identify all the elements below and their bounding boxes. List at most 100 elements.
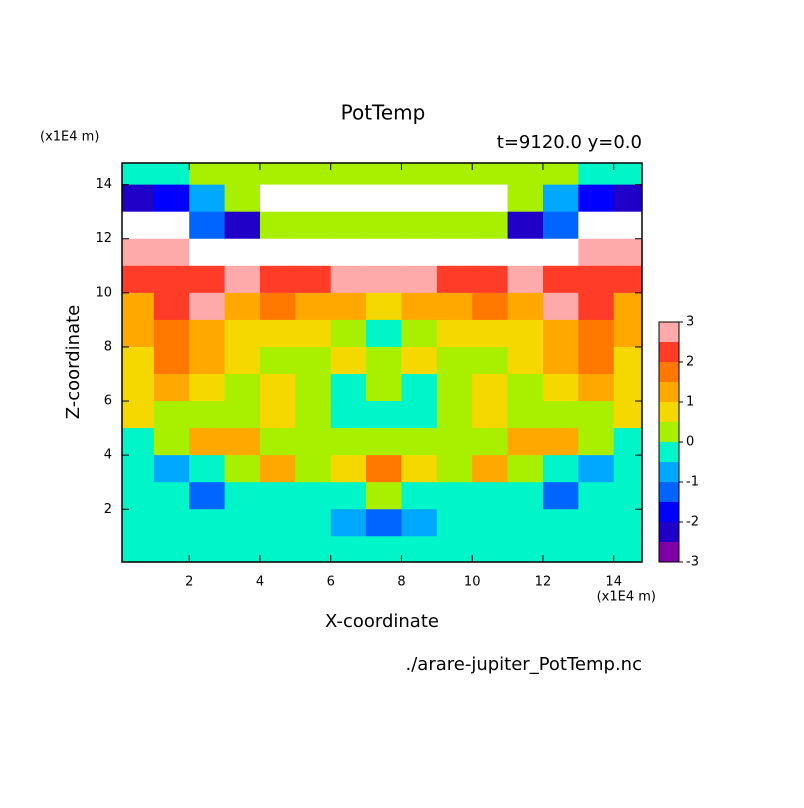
contour-cell [189, 319, 226, 348]
colorbar-tick-label: -1 [686, 475, 699, 490]
contour-cell [295, 373, 332, 402]
contour-cell [472, 509, 509, 537]
contour-cell [189, 509, 226, 537]
contour-cell [401, 265, 438, 294]
contour-cell [401, 455, 438, 483]
contour-cell [153, 292, 190, 321]
contour-cell [401, 163, 438, 186]
y-unit: (x1E4 m) [40, 130, 99, 145]
contour-cell [189, 184, 226, 213]
contour-cell [122, 346, 155, 375]
y-tick-label: 4 [104, 448, 112, 463]
contour-cell [295, 292, 332, 321]
contour-cell [578, 482, 615, 510]
contour-cell [472, 163, 509, 186]
x-tick-label: 12 [535, 575, 552, 590]
contour-cell [472, 346, 509, 375]
contour-cell [613, 373, 642, 402]
contour-cell [507, 509, 544, 537]
contour-cell [613, 482, 642, 510]
contour-cell [189, 401, 226, 429]
contour-cell [472, 292, 509, 321]
contour-cell [578, 509, 615, 537]
contour-cell [542, 401, 579, 429]
y-tick-label: 8 [104, 339, 112, 354]
contour-cell [507, 401, 544, 429]
contour-cell [366, 428, 402, 456]
contour-cell [578, 373, 615, 402]
contour-cell [613, 319, 642, 348]
contour-cell [330, 211, 367, 240]
chart-subtitle: t=9120.0 y=0.0 [497, 132, 642, 153]
colorbar-segment [659, 442, 679, 462]
contour-cell [472, 373, 509, 402]
contour-cell [436, 401, 473, 429]
contour-cell [122, 509, 155, 537]
contour-cell [259, 163, 296, 186]
contour-cell [189, 373, 226, 402]
contour-cell [259, 428, 296, 456]
plot-frame [121, 162, 643, 563]
contour-cell [401, 509, 438, 537]
contour-cell [224, 265, 261, 294]
contour-cell [436, 509, 473, 537]
contour-cell [153, 265, 190, 294]
contour-cell [366, 319, 402, 348]
contour-cell [366, 536, 402, 562]
contour-cell [259, 536, 296, 562]
contour-cell [507, 455, 544, 483]
contour-cell [507, 346, 544, 375]
x-tick-label: 2 [185, 575, 193, 590]
colorbar-tick-label: -2 [686, 515, 699, 530]
x-tick-label: 14 [605, 575, 622, 590]
contour-cell [224, 211, 261, 240]
contour-cell [542, 428, 579, 456]
contour-cell [224, 184, 261, 213]
x-tick-label: 8 [397, 575, 405, 590]
contour-cell [122, 428, 155, 456]
contour-cell [472, 536, 509, 562]
contour-cell [122, 184, 155, 213]
contour-cell [507, 536, 544, 562]
contour-cell [366, 238, 402, 267]
contour-cell [330, 482, 367, 510]
colorbar-segment [659, 522, 679, 542]
contour-cell [472, 428, 509, 456]
contour-cell [330, 536, 367, 562]
contour-cell [401, 211, 438, 240]
contour-cell [189, 265, 226, 294]
contour-cell [189, 238, 226, 267]
contour-cell [472, 184, 509, 213]
contour-cell [295, 238, 332, 267]
contour-cell [436, 536, 473, 562]
contour-cell [189, 211, 226, 240]
contour-cell [295, 265, 332, 294]
contour-cell [295, 184, 332, 213]
contour-cell [259, 401, 296, 429]
contour-field [122, 163, 642, 562]
contour-cell [295, 319, 332, 348]
contour-cell [153, 509, 190, 537]
contour-cell [189, 163, 226, 186]
contour-cell [401, 319, 438, 348]
contour-cell [224, 428, 261, 456]
contour-cell [153, 401, 190, 429]
contour-cell [507, 373, 544, 402]
contour-cell [578, 455, 615, 483]
contour-cell [542, 509, 579, 537]
contour-cell [472, 238, 509, 267]
contour-cell [224, 238, 261, 267]
contour-cell [330, 163, 367, 186]
contour-cell [330, 265, 367, 294]
contour-cell [542, 163, 579, 186]
contour-cell [472, 319, 509, 348]
colorbar-segment [659, 462, 679, 482]
y-tick-label: 6 [104, 394, 112, 409]
contour-cell [224, 163, 261, 186]
contour-cell [189, 428, 226, 456]
contour-cell [366, 346, 402, 375]
contour-cell [153, 319, 190, 348]
contour-cell [259, 292, 296, 321]
contour-cell [295, 509, 332, 537]
